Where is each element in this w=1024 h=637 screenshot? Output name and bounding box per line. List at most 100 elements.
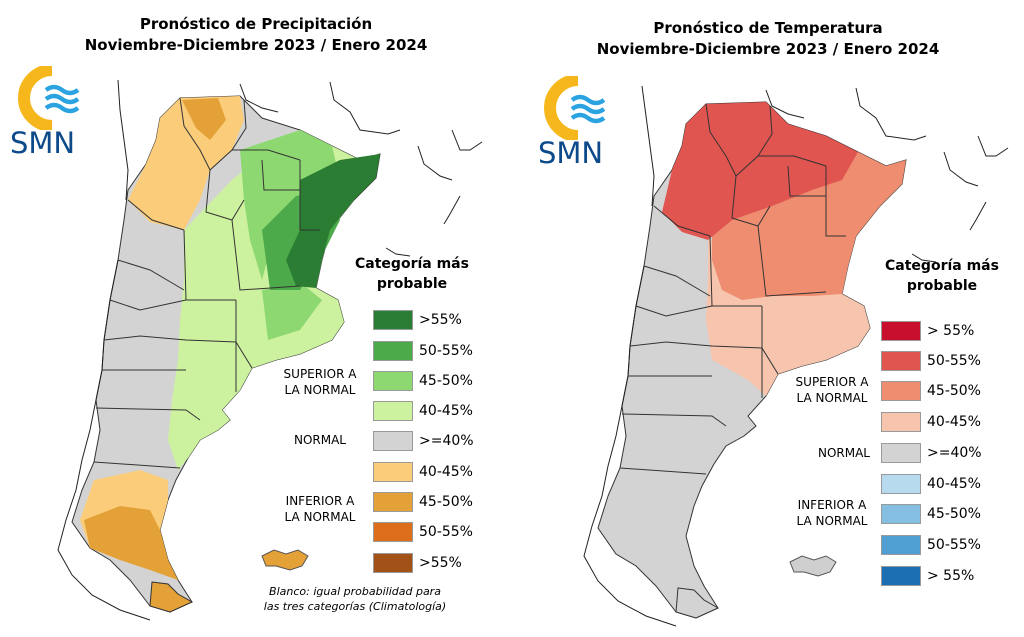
- legend-label: 45-50%: [419, 373, 473, 389]
- temperature-legend-title: Categoría más probable: [872, 256, 1012, 296]
- neighbor-borders: [641, 85, 1009, 263]
- superior-line1: SUPERIOR A: [795, 375, 869, 389]
- superior-line1: SUPERIOR A: [283, 367, 357, 381]
- legend-swatch: [373, 462, 413, 482]
- legend-label: >=40%: [927, 445, 982, 461]
- legend-label: 50-55%: [419, 343, 473, 359]
- legend-swatch: [881, 566, 921, 586]
- temperature-inferior-label: INFERIOR A LA NORMAL: [782, 497, 882, 529]
- precipitation-map: [57, 79, 483, 621]
- precipitation-legend-item: >55%: [373, 309, 462, 331]
- neighbor-borders: [117, 79, 483, 257]
- legend-swatch: [881, 381, 921, 401]
- precipitation-legend-item: >55%: [373, 552, 462, 574]
- legend-label: > 55%: [927, 323, 975, 339]
- chile-coastline: [57, 259, 151, 621]
- region-45-50-pampas: [262, 282, 322, 340]
- legend-swatch: [373, 431, 413, 451]
- precipitation-note: Blanco: igual probabilidad para las tres…: [240, 584, 470, 614]
- temperature-legend-item: 40-45%: [881, 411, 981, 433]
- legend-swatch: [881, 535, 921, 555]
- legend-swatch: [881, 504, 921, 524]
- legend-label: 50-55%: [419, 524, 473, 540]
- legend-swatch: [373, 401, 413, 421]
- temperature-legend-title-line1: Categoría más: [885, 258, 999, 274]
- temperature-legend-title-line2: probable: [906, 278, 978, 294]
- normal-text: NORMAL: [817, 446, 870, 460]
- chile-coastline: [583, 265, 677, 627]
- inferior-line2: LA NORMAL: [796, 514, 868, 528]
- inferior-line1: INFERIOR A: [285, 494, 355, 508]
- temperature-legend-item: >=40%: [881, 442, 982, 464]
- smn-logo-text: SMN: [538, 136, 604, 170]
- normal-text: NORMAL: [293, 433, 346, 447]
- legend-label: >=40%: [419, 433, 474, 449]
- precipitation-superior-label: SUPERIOR A LA NORMAL: [272, 366, 368, 398]
- precipitation-title-line2: Noviembre-Diciembre 2023 / Enero 2024: [84, 36, 428, 54]
- precipitation-normal-label: NORMAL: [272, 432, 368, 448]
- legend-label: 40-45%: [927, 476, 981, 492]
- precipitation-title-line1: Pronóstico de Precipitación: [139, 15, 373, 33]
- smn-logo: SMN: [538, 74, 618, 176]
- precipitation-legend-item: 45-50%: [373, 491, 473, 513]
- temperature-title: Pronóstico de Temperatura Noviembre-Dici…: [512, 18, 1024, 60]
- temperature-superior-label: SUPERIOR A LA NORMAL: [782, 374, 882, 406]
- legend-swatch: [373, 310, 413, 330]
- malvinas-islands: [789, 555, 837, 577]
- legend-label: 45-50%: [927, 383, 981, 399]
- region-45-50-inferior-north: [182, 98, 226, 140]
- temperature-title-line1: Pronóstico de Temperatura: [653, 19, 883, 37]
- precipitation-legend-title-line2: probable: [376, 276, 448, 292]
- temperature-normal-label: NORMAL: [804, 445, 884, 461]
- smn-logo-emblem: [544, 74, 606, 142]
- inferior-line2: LA NORMAL: [284, 510, 356, 524]
- temperature-legend-item: 50-55%: [881, 534, 981, 556]
- legend-label: >55%: [419, 312, 462, 328]
- legend-label: 40-45%: [419, 403, 473, 419]
- precipitation-legend-item: 40-45%: [373, 461, 473, 483]
- precipitation-legend-item: 50-55%: [373, 521, 473, 543]
- temperature-panel: Pronóstico de Temperatura Noviembre-Dici…: [512, 0, 1024, 637]
- precipitation-legend-item: 50-55%: [373, 340, 473, 362]
- inferior-line1: INFERIOR A: [797, 498, 867, 512]
- legend-swatch: [373, 341, 413, 361]
- precipitation-legend-item: 45-50%: [373, 370, 473, 392]
- temperature-legend-item: > 55%: [881, 565, 974, 587]
- legend-label: 45-50%: [927, 506, 981, 522]
- temperature-legend-item: 40-45%: [881, 473, 981, 495]
- precipitation-legend-title-line1: Categoría más: [355, 256, 469, 272]
- legend-label: 45-50%: [419, 494, 473, 510]
- temperature-map: [583, 85, 1009, 627]
- legend-swatch: [881, 351, 921, 371]
- temperature-legend-item: 50-55%: [881, 350, 981, 372]
- smn-logo-emblem: [18, 64, 80, 132]
- malvinas-islands: [261, 549, 309, 571]
- smn-logo: SMN: [10, 64, 92, 166]
- note-line2: las tres categorías (Climatología): [263, 600, 447, 613]
- temperature-legend-item: > 55%: [881, 320, 974, 342]
- temperature-title-line2: Noviembre-Diciembre 2023 / Enero 2024: [596, 40, 940, 58]
- region-50-55-superior: [662, 102, 858, 240]
- legend-label: 50-55%: [927, 537, 981, 553]
- precipitation-panel: Pronóstico de Precipitación Noviembre-Di…: [0, 14, 512, 621]
- province-borders: [93, 97, 320, 469]
- precipitation-title: Pronóstico de Precipitación Noviembre-Di…: [0, 14, 512, 56]
- legend-swatch: [881, 321, 921, 341]
- legend-swatch: [881, 443, 921, 463]
- superior-line2: LA NORMAL: [796, 391, 868, 405]
- precipitation-inferior-label: INFERIOR A LA NORMAL: [272, 493, 368, 525]
- superior-line2: LA NORMAL: [284, 383, 356, 397]
- tierra-del-fuego: [675, 587, 720, 619]
- legend-swatch: [373, 371, 413, 391]
- legend-label: >55%: [419, 555, 462, 571]
- legend-swatch: [373, 492, 413, 512]
- legend-swatch: [373, 522, 413, 542]
- legend-label: 40-45%: [927, 414, 981, 430]
- legend-swatch: [373, 553, 413, 573]
- temperature-legend-item: 45-50%: [881, 503, 981, 525]
- legend-swatch: [881, 474, 921, 494]
- legend-label: 50-55%: [927, 353, 981, 369]
- legend-label: > 55%: [927, 568, 975, 584]
- precipitation-legend-title: Categoría más probable: [342, 254, 482, 294]
- smn-logo-text: SMN: [10, 126, 76, 160]
